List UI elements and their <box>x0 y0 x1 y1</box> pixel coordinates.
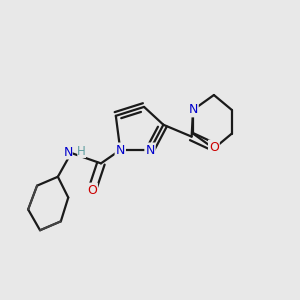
Text: N: N <box>63 146 73 160</box>
Text: O: O <box>209 140 219 154</box>
Text: N: N <box>145 143 155 157</box>
Text: N: N <box>116 143 125 157</box>
Text: N: N <box>188 103 198 116</box>
Text: H: H <box>77 145 86 158</box>
Text: O: O <box>87 184 97 196</box>
